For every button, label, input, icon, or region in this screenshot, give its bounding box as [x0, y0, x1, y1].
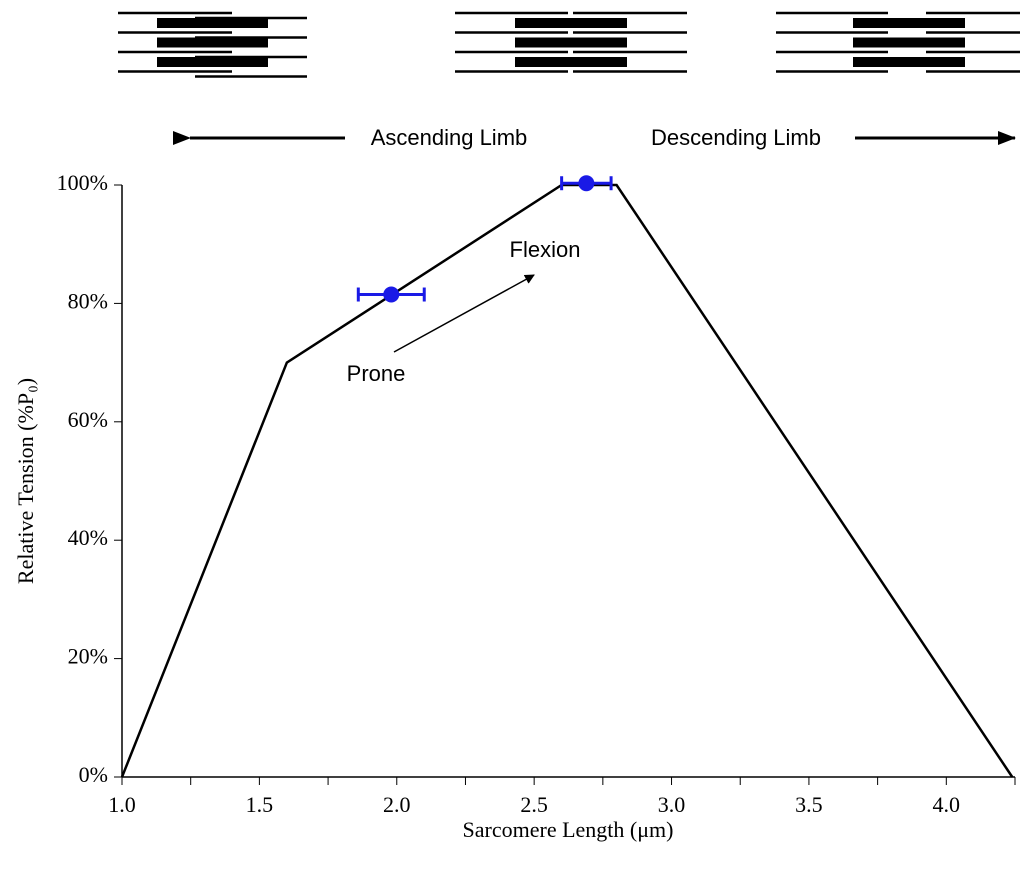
- thick-filament: [853, 57, 965, 67]
- annotation: Descending Limb: [651, 125, 821, 150]
- thick-filament: [515, 18, 627, 28]
- x-tick-label: 2.0: [383, 792, 411, 817]
- thick-filament: [515, 37, 627, 48]
- thick-filament: [157, 57, 268, 67]
- y-tick-label: 80%: [68, 288, 108, 313]
- annotation: Ascending Limb: [371, 125, 528, 150]
- x-tick-label: 3.0: [658, 792, 686, 817]
- data-point: [578, 175, 595, 192]
- thick-filament: [853, 37, 965, 48]
- x-tick-label: 2.5: [520, 792, 548, 817]
- x-tick-label: 1.5: [246, 792, 274, 817]
- thick-filament: [853, 18, 965, 28]
- line: [120, 183, 1014, 778]
- x-tick-label: 1.0: [108, 792, 136, 817]
- y-tick-label: 20%: [68, 644, 108, 669]
- x-axis-title: Sarcomere Length (μm): [463, 817, 674, 842]
- thick-filament: [157, 18, 268, 28]
- x-tick-label: 4.0: [933, 792, 961, 817]
- x-tick-label: 3.5: [795, 792, 823, 817]
- annotation: Flexion: [510, 237, 581, 262]
- thick-filament: [157, 37, 268, 48]
- y-tick-label: 100%: [57, 170, 108, 195]
- sarcomere-diagrams: [118, 11, 1020, 78]
- y-tick-label: 0%: [79, 762, 108, 787]
- arrow: [393, 274, 535, 353]
- thick-filament: [515, 57, 627, 67]
- annotation: Prone: [347, 361, 406, 386]
- y-tick-label: 40%: [68, 525, 108, 550]
- data-point: [383, 286, 400, 303]
- y-tick-label: 60%: [68, 407, 108, 432]
- y-axis-title: Relative Tension (%P₀): [13, 378, 38, 584]
